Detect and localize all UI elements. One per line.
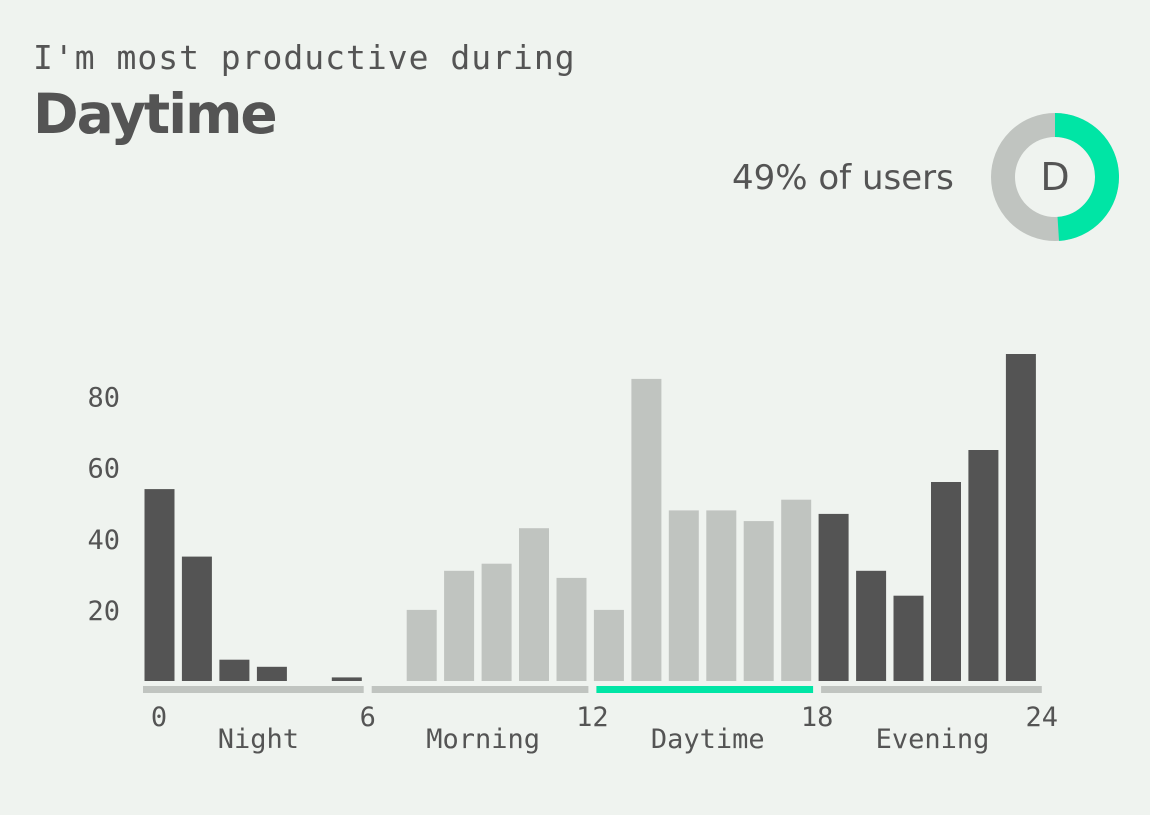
x-tick-label: 0 <box>151 702 167 733</box>
bar-hour-7 <box>406 609 437 681</box>
chart-title: Daytime <box>33 82 278 146</box>
user-share-label: 49% of users <box>732 158 954 198</box>
donut-share-arc <box>1054 113 1119 241</box>
y-tick-label: 80 <box>87 383 120 414</box>
y-tick-label: 20 <box>87 596 120 627</box>
period-label-evening: Evening <box>876 724 990 755</box>
x-tick-label: 24 <box>1026 702 1059 733</box>
bar-hour-5 <box>331 677 362 681</box>
bar-hour-18 <box>818 513 849 681</box>
chart-subtitle: I'm most productive during <box>33 38 576 77</box>
y-tick-label: 40 <box>87 525 120 556</box>
bar-hour-11 <box>556 577 587 681</box>
period-band-night <box>143 686 364 693</box>
period-label-night: Night <box>218 724 299 755</box>
bar-hour-19 <box>856 570 887 681</box>
bar-hour-0 <box>144 489 175 681</box>
donut-letter: D <box>1040 155 1069 199</box>
bar-hour-13 <box>631 378 662 681</box>
bar-hour-3 <box>256 666 287 681</box>
bar-hour-8 <box>444 570 475 681</box>
bar-hour-20 <box>893 595 924 681</box>
x-tick-label: 6 <box>360 702 376 733</box>
y-tick-label: 60 <box>87 454 120 485</box>
bar-hour-21 <box>931 482 961 681</box>
period-band-morning <box>371 686 589 693</box>
bar-hour-22 <box>968 450 999 681</box>
bar-hour-9 <box>481 563 512 681</box>
bar-hour-15 <box>706 510 737 681</box>
bar-hour-1 <box>181 556 212 681</box>
bar-hour-2 <box>219 659 250 681</box>
bar-hour-23 <box>1005 354 1036 681</box>
period-label-morning: Morning <box>426 724 540 755</box>
bar-hour-17 <box>781 499 812 681</box>
bar-hour-12 <box>593 609 624 681</box>
bar-hour-10 <box>519 528 549 681</box>
bar-hour-14 <box>668 510 699 681</box>
x-tick-label: 18 <box>801 702 834 733</box>
period-band-daytime <box>596 686 814 693</box>
bar-hour-16 <box>743 521 774 681</box>
share-donut: D <box>991 113 1119 241</box>
x-tick-label: 12 <box>576 702 609 733</box>
period-label-daytime: Daytime <box>651 724 765 755</box>
period-band-evening <box>821 686 1042 693</box>
